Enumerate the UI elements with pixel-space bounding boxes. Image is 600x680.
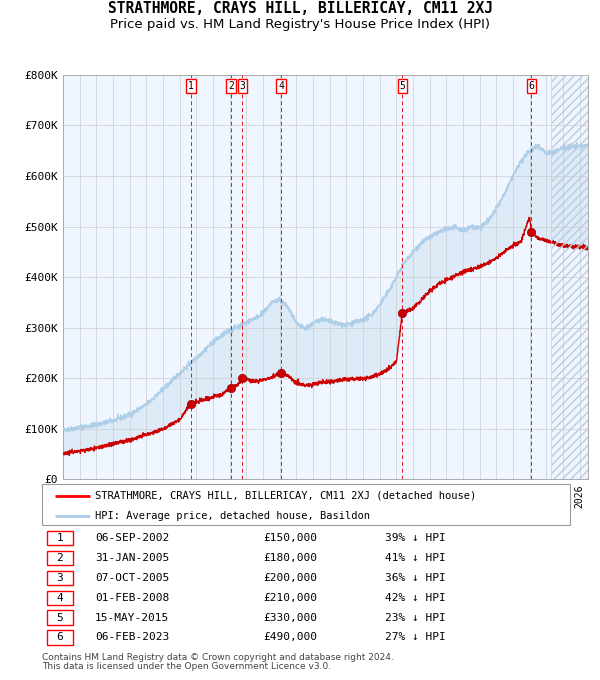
Text: 06-SEP-2002: 06-SEP-2002 [95,533,169,543]
Text: 06-FEB-2023: 06-FEB-2023 [95,632,169,643]
FancyBboxPatch shape [47,571,73,585]
Text: 5: 5 [400,81,406,91]
Text: HPI: Average price, detached house, Basildon: HPI: Average price, detached house, Basi… [95,511,370,521]
Text: £210,000: £210,000 [264,593,318,602]
Text: 4: 4 [56,593,64,602]
Text: 5: 5 [56,613,64,623]
Text: 31-JAN-2005: 31-JAN-2005 [95,553,169,563]
Text: 1: 1 [188,81,194,91]
Text: 07-OCT-2005: 07-OCT-2005 [95,573,169,583]
Text: £330,000: £330,000 [264,613,318,623]
Text: 2: 2 [228,81,234,91]
FancyBboxPatch shape [42,484,570,525]
Text: 3: 3 [239,81,245,91]
Text: 1: 1 [56,533,64,543]
Text: 39% ↓ HPI: 39% ↓ HPI [385,533,446,543]
FancyBboxPatch shape [47,630,73,645]
FancyBboxPatch shape [47,591,73,605]
FancyBboxPatch shape [47,611,73,625]
Text: 23% ↓ HPI: 23% ↓ HPI [385,613,446,623]
Text: 3: 3 [56,573,64,583]
Text: STRATHMORE, CRAYS HILL, BILLERICAY, CM11 2XJ: STRATHMORE, CRAYS HILL, BILLERICAY, CM11… [107,1,493,16]
Text: £150,000: £150,000 [264,533,318,543]
Text: 01-FEB-2008: 01-FEB-2008 [95,593,169,602]
Text: 42% ↓ HPI: 42% ↓ HPI [385,593,446,602]
Text: 4: 4 [278,81,284,91]
Text: This data is licensed under the Open Government Licence v3.0.: This data is licensed under the Open Gov… [42,662,331,671]
Text: STRATHMORE, CRAYS HILL, BILLERICAY, CM11 2XJ (detached house): STRATHMORE, CRAYS HILL, BILLERICAY, CM11… [95,490,476,500]
Text: 6: 6 [529,81,534,91]
Text: 27% ↓ HPI: 27% ↓ HPI [385,632,446,643]
Text: 36% ↓ HPI: 36% ↓ HPI [385,573,446,583]
Text: 2: 2 [56,553,64,563]
Text: Contains HM Land Registry data © Crown copyright and database right 2024.: Contains HM Land Registry data © Crown c… [42,653,394,662]
Text: 6: 6 [56,632,64,643]
FancyBboxPatch shape [47,551,73,565]
Text: 15-MAY-2015: 15-MAY-2015 [95,613,169,623]
Text: £180,000: £180,000 [264,553,318,563]
Text: £490,000: £490,000 [264,632,318,643]
FancyBboxPatch shape [47,531,73,545]
Text: Price paid vs. HM Land Registry's House Price Index (HPI): Price paid vs. HM Land Registry's House … [110,18,490,31]
Text: £200,000: £200,000 [264,573,318,583]
Text: 41% ↓ HPI: 41% ↓ HPI [385,553,446,563]
